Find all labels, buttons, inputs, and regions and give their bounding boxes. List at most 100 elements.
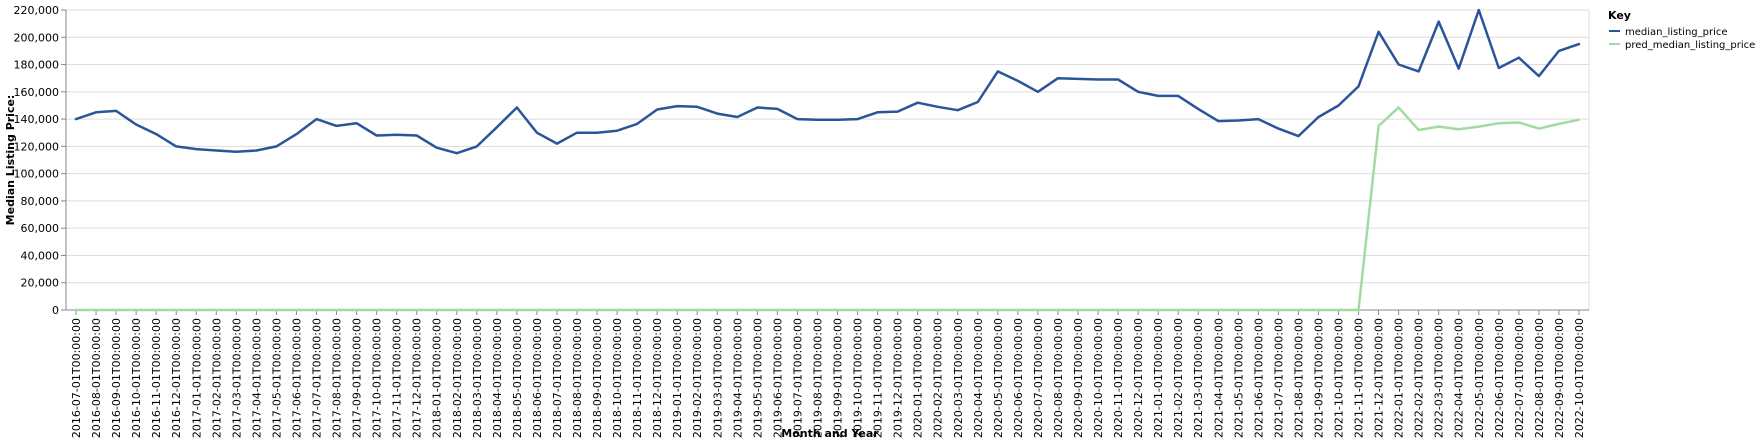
x-tick-label: 2016-07-01T00:00:00 [70,318,83,438]
x-tick-label: 2018-07-01T00:00:00 [551,318,564,438]
x-tick-label: 2022-10-01T00:00:00 [1573,318,1586,438]
x-tick-label: 2022-07-01T00:00:00 [1513,318,1526,438]
x-axis: 2016-07-01T00:00:00 2016-08-01T00:00:00 20… [66,309,1589,438]
x-tick-label: 2020-07-01T00:00:00 [1032,318,1045,438]
x-tick-label: 2021-08-01T00:00:00 [1292,318,1305,438]
x-tick-label: 2018-06-01T00:00:00 [531,318,544,438]
x-tick-label: 2019-01-01T00:00:00 [671,318,684,438]
y-axis: 0 20,000 40,000 60,000 80,000 100,000 120,000 1… [14,4,67,317]
y-tick-label: 20,000 [21,277,60,290]
x-tick-label: 2021-11-01T00:00:00 [1353,318,1366,438]
x-axis-title: Month and Year [781,427,879,440]
x-tick-label: 2022-03-01T00:00:00 [1433,318,1446,438]
legend-label-median-listing-price: median_listing_price [1625,27,1728,38]
x-tick-label: 2020-04-01T00:00:00 [972,318,985,438]
x-tick-label: 2020-06-01T00:00:00 [1012,318,1025,438]
x-tick-label: 2019-06-01T00:00:00 [771,318,784,438]
y-tick-label: 140,000 [14,113,60,126]
x-tick-label: 2016-08-01T00:00:00 [90,318,103,438]
x-tick-label: 2016-12-01T00:00:00 [170,318,183,438]
y-axis-title: Median Listing Price: [4,95,17,226]
x-tick-label: 2020-09-01T00:00:00 [1072,318,1085,438]
x-tick-label: 2016-09-01T00:00:00 [110,318,123,438]
legend: Key median_listing_price pred_median_lis… [1608,9,1755,51]
x-tick-label: 2021-10-01T00:00:00 [1333,318,1346,438]
x-tick-label: 2019-10-01T00:00:00 [852,318,865,438]
x-tick-label: 2021-02-01T00:00:00 [1172,318,1185,438]
x-tick-label: 2016-10-01T00:00:00 [130,318,143,438]
x-tick-label: 2018-03-01T00:00:00 [471,318,484,438]
x-tick-label: 2019-12-01T00:00:00 [892,318,905,438]
x-tick-label: 2020-02-01T00:00:00 [932,318,945,438]
y-tick-label: 80,000 [21,195,60,208]
x-tick-label: 2018-11-01T00:00:00 [631,318,644,438]
x-tick-label: 2017-03-01T00:00:00 [230,318,243,438]
x-tick-label: 2020-10-01T00:00:00 [1092,318,1105,438]
x-tick-label: 2016-11-01T00:00:00 [150,318,163,438]
x-tick-label: 2019-11-01T00:00:00 [872,318,885,438]
legend-label-pred-median-listing-price: pred_median_listing_price [1625,40,1755,51]
x-tick-label: 2018-05-01T00:00:00 [511,318,524,438]
x-tick-label: 2020-11-01T00:00:00 [1112,318,1125,438]
y-tick-label: 200,000 [14,31,60,44]
x-tick-label: 2022-09-01T00:00:00 [1553,318,1566,438]
y-tick-label: 60,000 [21,222,60,235]
x-tick-label: 2019-03-01T00:00:00 [711,318,724,438]
series-lines [74,8,1581,312]
y-tick-label: 160,000 [14,86,60,99]
legend-title: Key [1608,9,1631,22]
x-tick-label: 2018-10-01T00:00:00 [611,318,624,438]
y-tick-label: 40,000 [21,249,60,262]
x-tick-label: 2021-09-01T00:00:00 [1312,318,1325,438]
x-tick-label: 2020-05-01T00:00:00 [992,318,1005,438]
x-tick-label: 2022-06-01T00:00:00 [1493,318,1506,438]
x-tick-label: 2017-08-01T00:00:00 [331,318,344,438]
x-tick-label: 2017-07-01T00:00:00 [310,318,323,438]
x-tick-label: 2017-12-01T00:00:00 [411,318,424,438]
x-tick-label: 2021-07-01T00:00:00 [1272,318,1285,438]
x-tick-label: 2017-05-01T00:00:00 [270,318,283,438]
x-tick-label: 2019-07-01T00:00:00 [791,318,804,438]
y-tick-label: 120,000 [14,140,60,153]
x-tick-label: 2017-09-01T00:00:00 [351,318,364,438]
y-tick-label: 0 [52,304,59,317]
x-tick-label: 2021-03-01T00:00:00 [1192,318,1205,438]
x-tick-label: 2019-04-01T00:00:00 [731,318,744,438]
x-tick-label: 2018-02-01T00:00:00 [451,318,464,438]
x-tick-label: 2022-04-01T00:00:00 [1453,318,1466,438]
y-tick-label: 100,000 [14,168,60,181]
x-tick-label: 2022-02-01T00:00:00 [1413,318,1426,438]
x-tick-label: 2022-01-01T00:00:00 [1393,318,1406,438]
x-tick-label: 2017-11-01T00:00:00 [391,318,404,438]
series-line-median-listing-price [74,8,1581,155]
series-line-pred-median-listing-price [74,106,1581,312]
x-tick-label: 2018-01-01T00:00:00 [431,318,444,438]
x-tick-label: 2021-12-01T00:00:00 [1373,318,1386,438]
x-tick-label: 2021-01-01T00:00:00 [1152,318,1165,438]
gridlines [66,9,1590,311]
x-tick-label: 2018-12-01T00:00:00 [651,318,664,438]
x-tick-label: 2018-08-01T00:00:00 [571,318,584,438]
x-tick-label: 2017-04-01T00:00:00 [250,318,263,438]
x-tick-label: 2021-05-01T00:00:00 [1232,318,1245,438]
x-tick-label: 2017-06-01T00:00:00 [290,318,303,438]
y-tick-label: 180,000 [14,59,60,72]
x-tick-label: 2021-04-01T00:00:00 [1212,318,1225,438]
x-tick-label: 2020-08-01T00:00:00 [1052,318,1065,438]
x-tick-label: 2022-05-01T00:00:00 [1473,318,1486,438]
x-tick-label: 2017-10-01T00:00:00 [371,318,384,438]
x-tick-label: 2018-09-01T00:00:00 [591,318,604,438]
x-tick-label: 2017-01-01T00:00:00 [190,318,203,438]
x-tick-label: 2020-01-01T00:00:00 [912,318,925,438]
x-tick-label: 2021-06-01T00:00:00 [1252,318,1265,438]
y-tick-label: 220,000 [14,4,60,17]
x-tick-label: 2019-05-01T00:00:00 [751,318,764,438]
x-tick-label: 2019-02-01T00:00:00 [691,318,704,438]
x-tick-label: 2019-09-01T00:00:00 [832,318,845,438]
x-tick-label: 2018-04-01T00:00:00 [491,318,504,438]
x-tick-label: 2020-12-01T00:00:00 [1132,318,1145,438]
x-tick-label: 2022-08-01T00:00:00 [1533,318,1546,438]
x-tick-label: 2019-08-01T00:00:00 [811,318,824,438]
x-tick-label: 2020-03-01T00:00:00 [952,318,965,438]
